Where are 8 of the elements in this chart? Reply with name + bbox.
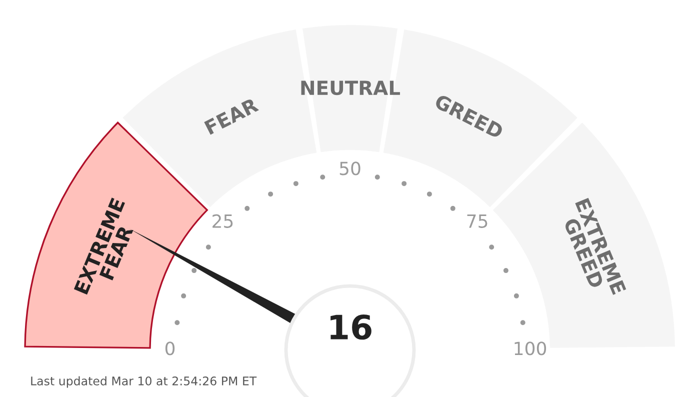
text: 100: [514, 342, 546, 356]
text: 16: [330, 314, 372, 340]
text: 75: [467, 214, 488, 228]
text: 0: [165, 342, 175, 356]
text: Last updated Mar 10 at 2:54:26 PM ET: [31, 376, 257, 388]
text: 25: [212, 214, 233, 228]
text: 50: [340, 162, 360, 176]
slice-label: NEUTRAL: [301, 80, 400, 96]
